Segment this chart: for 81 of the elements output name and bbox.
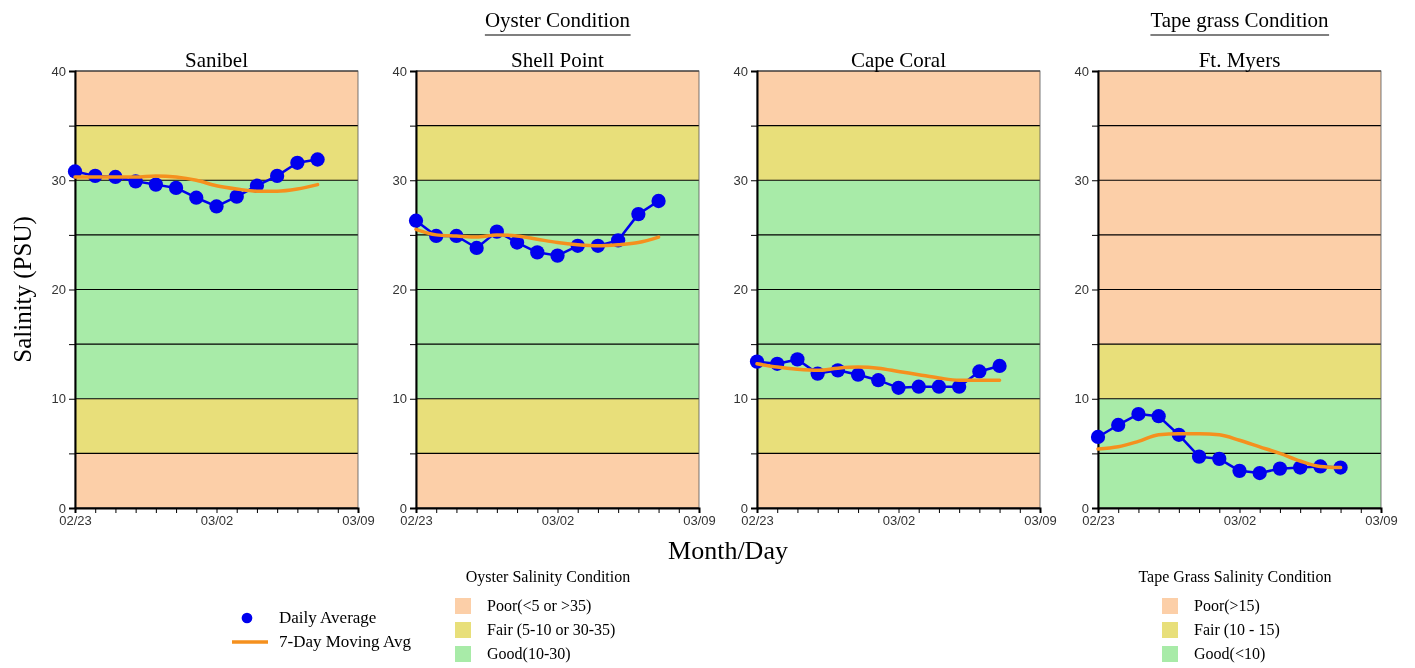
x-tick-label: 03/02 [200,513,234,529]
legend-label: Good(<10) [1194,645,1266,663]
x-tick-label: 03/09 [1024,513,1057,529]
legend-title: Oyster Salinity Condition [465,568,631,586]
chart-title: Shell Point [511,48,605,72]
point [290,155,305,170]
point [1111,417,1126,433]
point [168,180,184,196]
y-tick-label: 40 [51,63,66,79]
point [550,248,565,263]
y-tick-label: 40 [392,63,407,79]
y-tick-label: 20 [392,282,407,298]
y-tick-label: 10 [733,391,748,407]
y-axis-title: Salinity (PSU) [9,216,37,363]
point [871,373,886,388]
point [1272,461,1288,476]
point [1232,463,1247,478]
point [1090,429,1106,445]
y-tick-label: 40 [733,63,748,79]
y-tick-label: 10 [51,391,66,407]
point [931,379,947,394]
x-tick-label: 03/02 [882,513,916,529]
legend-label: Fair (5-10 or 30-35) [487,621,616,639]
point [1151,409,1166,424]
y-tick-label: 30 [1074,172,1089,188]
x-tick-label: 03/09 [1365,513,1398,529]
x-axis-title: Month/Day [668,536,788,565]
point [651,193,666,209]
point [911,379,926,394]
point [1131,406,1146,422]
point [530,245,545,260]
y-tick-label: 20 [1074,282,1089,298]
y-tick-label: 40 [1074,63,1089,79]
chart-title: Ft. Myers [1198,48,1281,72]
legend-title: Tape Grass Salinity Condition [1138,568,1332,586]
legend-label: Daily Average [279,608,377,627]
y-tick-label: 10 [392,391,407,407]
point [1212,451,1227,466]
point [310,152,325,167]
y-tick-label: 10 [1074,391,1089,407]
x-tick-label: 03/09 [683,513,716,529]
chart-title: Cape Coral [850,48,947,72]
x-tick-label: 03/02 [541,513,575,529]
legend-label: Good(10-30) [487,645,571,663]
chart-title: Sanibel [185,48,249,72]
point [189,190,204,205]
legend-label: Poor(<5 or >35) [487,597,592,615]
point [972,364,987,379]
point [1191,449,1207,464]
legend-label: Poor(>15) [1194,597,1260,615]
y-tick-label: 30 [392,172,407,188]
y-tick-label: 0 [740,500,748,516]
y-tick-label: 0 [1081,500,1089,516]
x-tick-label: 03/09 [342,513,375,529]
chart-subtitle: Oyster Condition [484,8,631,32]
y-tick-label: 0 [399,500,407,516]
y-tick-label: 30 [733,172,748,188]
point [992,358,1007,374]
chart-subtitle: Tape grass Condition [1150,8,1330,32]
point [631,207,646,222]
point [891,380,906,395]
point [209,199,224,214]
x-tick-label: 02/23 [741,513,774,529]
point [850,367,866,382]
point [790,352,805,367]
point [469,240,484,256]
point [408,213,424,228]
legend-label: 7-Day Moving Avg [279,632,412,651]
y-tick-label: 20 [51,282,66,298]
point [229,189,244,204]
x-tick-label: 02/23 [1082,513,1115,529]
y-tick-label: 0 [58,500,66,516]
legend-label: Fair (10 - 15) [1194,621,1280,639]
x-tick-label: 02/23 [400,513,433,529]
x-tick-label: 03/02 [1223,513,1257,529]
y-tick-label: 20 [733,282,748,298]
point [270,168,285,183]
y-tick-label: 30 [51,172,66,188]
x-tick-label: 02/23 [59,513,92,529]
point [148,177,163,192]
point [1252,465,1267,481]
